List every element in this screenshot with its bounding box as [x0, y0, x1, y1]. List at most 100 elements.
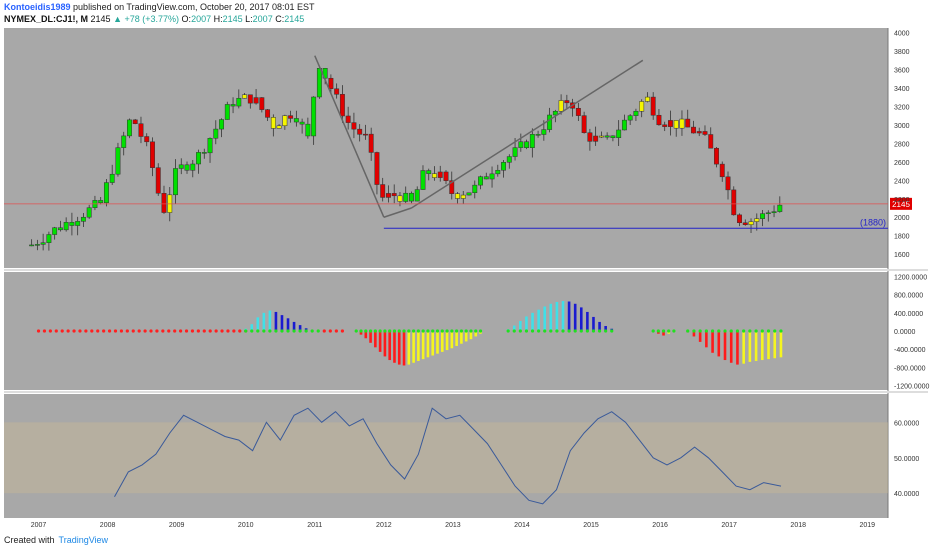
osc-dot: [238, 329, 242, 333]
price-tick-label: 2800: [894, 141, 910, 148]
osc-dot: [591, 329, 596, 333]
osc-bar: [662, 331, 665, 336]
price-tick-label: 3800: [894, 49, 910, 56]
candle: [282, 115, 288, 127]
osc-bar: [262, 312, 266, 331]
osc-bar: [268, 310, 272, 331]
osc-dot: [754, 329, 758, 333]
candle: [127, 119, 132, 137]
candle: [339, 94, 345, 117]
osc-dot: [431, 329, 435, 333]
candle: [34, 244, 40, 246]
osc-dot: [155, 329, 159, 333]
candle: [259, 97, 265, 110]
y-axis-strip: [888, 28, 928, 518]
candle: [414, 189, 420, 202]
candle: [604, 135, 610, 138]
footer: Created with TradingView: [4, 535, 108, 545]
candle: [242, 94, 248, 99]
osc-bar: [364, 331, 368, 339]
osc-bar: [440, 331, 444, 352]
osc-dot: [256, 329, 260, 333]
osc-bar: [421, 331, 425, 360]
osc-bar: [723, 331, 727, 361]
osc-dot: [36, 329, 41, 333]
osc-dot: [537, 329, 541, 333]
osc-dot: [84, 329, 88, 333]
price-tick-label: 3000: [894, 123, 910, 130]
candle: [374, 152, 380, 185]
rsi-tick-label: 40.0000: [894, 491, 919, 498]
osc-dot: [656, 329, 660, 333]
candle: [155, 167, 161, 194]
candle: [63, 222, 69, 231]
candle: [662, 124, 668, 127]
osc-dot: [102, 329, 106, 333]
candle: [547, 114, 553, 130]
candle: [656, 114, 662, 126]
candle: [616, 129, 622, 138]
osc-dot: [597, 329, 602, 333]
candle: [714, 147, 719, 165]
candle: [627, 115, 633, 121]
candle: [75, 221, 81, 226]
candle: [345, 115, 351, 123]
osc-dot: [760, 329, 764, 333]
osc-bar: [519, 321, 522, 331]
x-tick-label: 2014: [514, 522, 530, 529]
symbol-name[interactable]: NYMEX_DL:CJ1!, M: [4, 14, 89, 24]
osc-bar: [397, 331, 401, 365]
tradingview-logo[interactable]: TradingView: [58, 535, 109, 545]
osc-dot: [66, 329, 70, 333]
candle: [478, 176, 483, 186]
osc-bar: [426, 331, 430, 358]
candle: [397, 195, 403, 202]
osc-dot: [579, 329, 583, 333]
price-change: ▲ +78 (+3.77%): [113, 14, 180, 24]
candle: [535, 134, 541, 136]
candle: [224, 104, 230, 120]
candle: [385, 193, 391, 198]
osc-dot: [435, 329, 440, 333]
osc-dot: [232, 329, 236, 333]
candle: [524, 141, 530, 148]
low-value: 2007: [252, 14, 273, 24]
osc-dot: [292, 329, 296, 333]
candle: [178, 164, 184, 169]
candle: [368, 133, 374, 153]
price-tick-label: 3200: [894, 104, 910, 111]
candle: [138, 123, 144, 137]
osc-dot: [416, 329, 420, 333]
osc-dot: [543, 329, 547, 333]
price-tick-label: 2400: [894, 178, 910, 185]
candle: [230, 104, 236, 107]
osc-bar: [525, 316, 528, 331]
candle: [489, 173, 495, 180]
osc-bar: [359, 331, 363, 335]
osc-bar: [773, 331, 777, 359]
candle: [558, 100, 564, 112]
candle: [213, 128, 219, 139]
osc-bar: [742, 331, 745, 364]
candle: [443, 171, 449, 181]
osc-dot: [383, 329, 387, 333]
x-tick-label: 2017: [721, 522, 737, 529]
osc-dot: [440, 329, 444, 333]
osc-bar: [445, 331, 449, 351]
author-link[interactable]: Kontoeidis1989: [4, 2, 71, 12]
osc-dot: [328, 329, 332, 333]
osc-dot: [742, 329, 746, 333]
candle: [109, 173, 115, 183]
price-tick-label: 1800: [894, 234, 910, 241]
osc-bar: [705, 331, 708, 348]
osc-dot: [125, 329, 129, 333]
osc-bar: [761, 331, 764, 361]
osc-bar: [729, 331, 733, 363]
candle: [276, 125, 282, 129]
candle: [564, 100, 570, 104]
osc-dot: [190, 329, 195, 333]
osc-dot: [268, 329, 272, 333]
osc-dot: [555, 329, 559, 333]
candle: [311, 96, 317, 137]
